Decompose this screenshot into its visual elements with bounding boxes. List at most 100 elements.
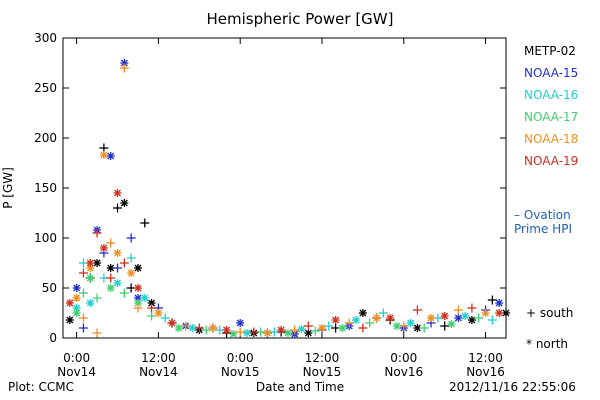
marker-stroke [154,309,162,317]
marker-stroke [120,199,128,207]
legend-item-noaa-16: NOAA-16 [524,88,579,102]
data-point-noaa-18 [113,249,122,257]
data-point-noaa-19 [168,319,177,327]
x-tick-label-date: Nov16 [384,365,423,379]
marker-stroke [495,299,503,307]
marker-stroke [134,299,142,307]
data-point-noaa-19 [358,323,368,333]
y-tick-label: 300 [34,31,57,45]
marker-key: + south * north [526,298,573,360]
legend-item-noaa-18: NOAA-18 [524,132,579,146]
data-point-noaa-17 [229,330,238,338]
data-point-metp-02 [65,316,74,324]
legend-item-noaa-15: NOAA-15 [524,66,579,80]
data-point-noaa-19 [194,323,204,333]
data-point-noaa-16 [243,329,252,337]
data-point-noaa-17 [119,288,129,298]
data-point-noaa-19 [412,305,422,315]
data-point-noaa-15 [78,323,88,333]
data-point-metp-02 [502,309,510,317]
data-point-metp-02 [467,316,476,324]
data-point-noaa-19 [92,228,102,238]
x-tick-label-date: Nov14 [139,365,178,379]
data-point-noaa-17 [365,318,375,328]
marker-stroke [359,309,367,317]
y-tick-label: 150 [34,181,57,195]
data-point-noaa-18 [290,325,300,335]
marker-stroke [114,279,121,287]
marker-stroke [73,284,81,292]
legend-item-metp-02: METP-02 [524,44,576,58]
data-point-noaa-19 [99,244,108,252]
marker-stroke [338,324,346,332]
data-point-noaa-16 [113,279,122,287]
marker-stroke [66,299,74,307]
data-point-noaa-18 [106,238,116,248]
data-point-noaa-17 [283,329,292,337]
data-point-noaa-15 [236,319,245,327]
data-point-noaa-18 [344,318,354,328]
data-point-noaa-18 [372,314,381,322]
marker-stroke [114,249,121,257]
data-point-noaa-16 [140,294,149,302]
data-point-noaa-18 [78,313,88,323]
x-axis-label: Date and Time [255,380,345,394]
marker-stroke [229,330,237,338]
data-point-noaa-16 [461,312,470,320]
footer-left: Plot: CCMC [8,380,74,394]
data-point-noaa-19 [303,321,313,331]
marker-stroke [236,319,244,327]
data-point-metp-02 [147,299,156,307]
data-point-noaa-17 [310,326,320,336]
marker-stroke [502,309,510,317]
marker-stroke [86,259,94,267]
data-point-noaa-19 [331,316,340,324]
data-point-noaa-19 [277,326,286,334]
marker-stroke [73,294,81,302]
data-point-metp-02 [140,218,150,228]
data-point-noaa-19 [249,327,259,337]
data-point-noaa-19 [65,299,74,307]
data-point-noaa-16 [297,325,306,333]
x-tick-label-time: 12:00 [468,351,503,365]
x-tick-label-date: Nov15 [221,365,260,379]
data-point-noaa-19 [106,273,116,283]
marker-stroke [107,284,115,292]
data-point-noaa-17 [86,274,95,282]
data-point-noaa-19 [119,258,129,268]
marker-stroke [441,312,449,320]
legend-item-noaa-19: NOAA-19 [524,154,579,168]
data-point-noaa-18 [399,321,409,331]
marker-stroke [284,329,292,337]
x-tick-label-time: 12:00 [141,351,176,365]
y-axis-label: P [GW] [1,167,15,209]
data-point-noaa-18 [72,294,81,302]
data-point-noaa-15 [495,299,504,307]
data-point-noaa-16 [406,319,415,327]
marker-stroke [318,324,326,332]
data-point-noaa-18 [427,314,436,322]
data-point-noaa-18 [481,309,490,317]
data-point-noaa-18 [208,324,217,332]
marker-stroke [298,325,305,333]
data-point-metp-02 [487,295,497,305]
data-point-noaa-19 [467,303,477,313]
data-point-noaa-17 [174,324,183,332]
marker-stroke [482,309,490,317]
data-point-noaa-16 [160,313,170,323]
marker-stroke [454,314,462,322]
y-tick-label: 250 [34,81,57,95]
marker-stroke [73,309,81,317]
marker-stroke [100,151,108,159]
data-point-noaa-17 [419,323,429,333]
ovation-label-line1: – Ovation [514,208,571,222]
x-tick-label-time: 0:00 [227,351,254,365]
marker-stroke [175,324,183,332]
footer-right: 2012/11/16 22:55:06 [449,380,576,394]
marker-stroke [304,329,312,337]
data-point-noaa-15 [72,284,81,292]
data-point-metp-02 [133,264,142,272]
data-point-noaa-15 [126,233,136,243]
data-point-noaa-19 [440,312,449,320]
